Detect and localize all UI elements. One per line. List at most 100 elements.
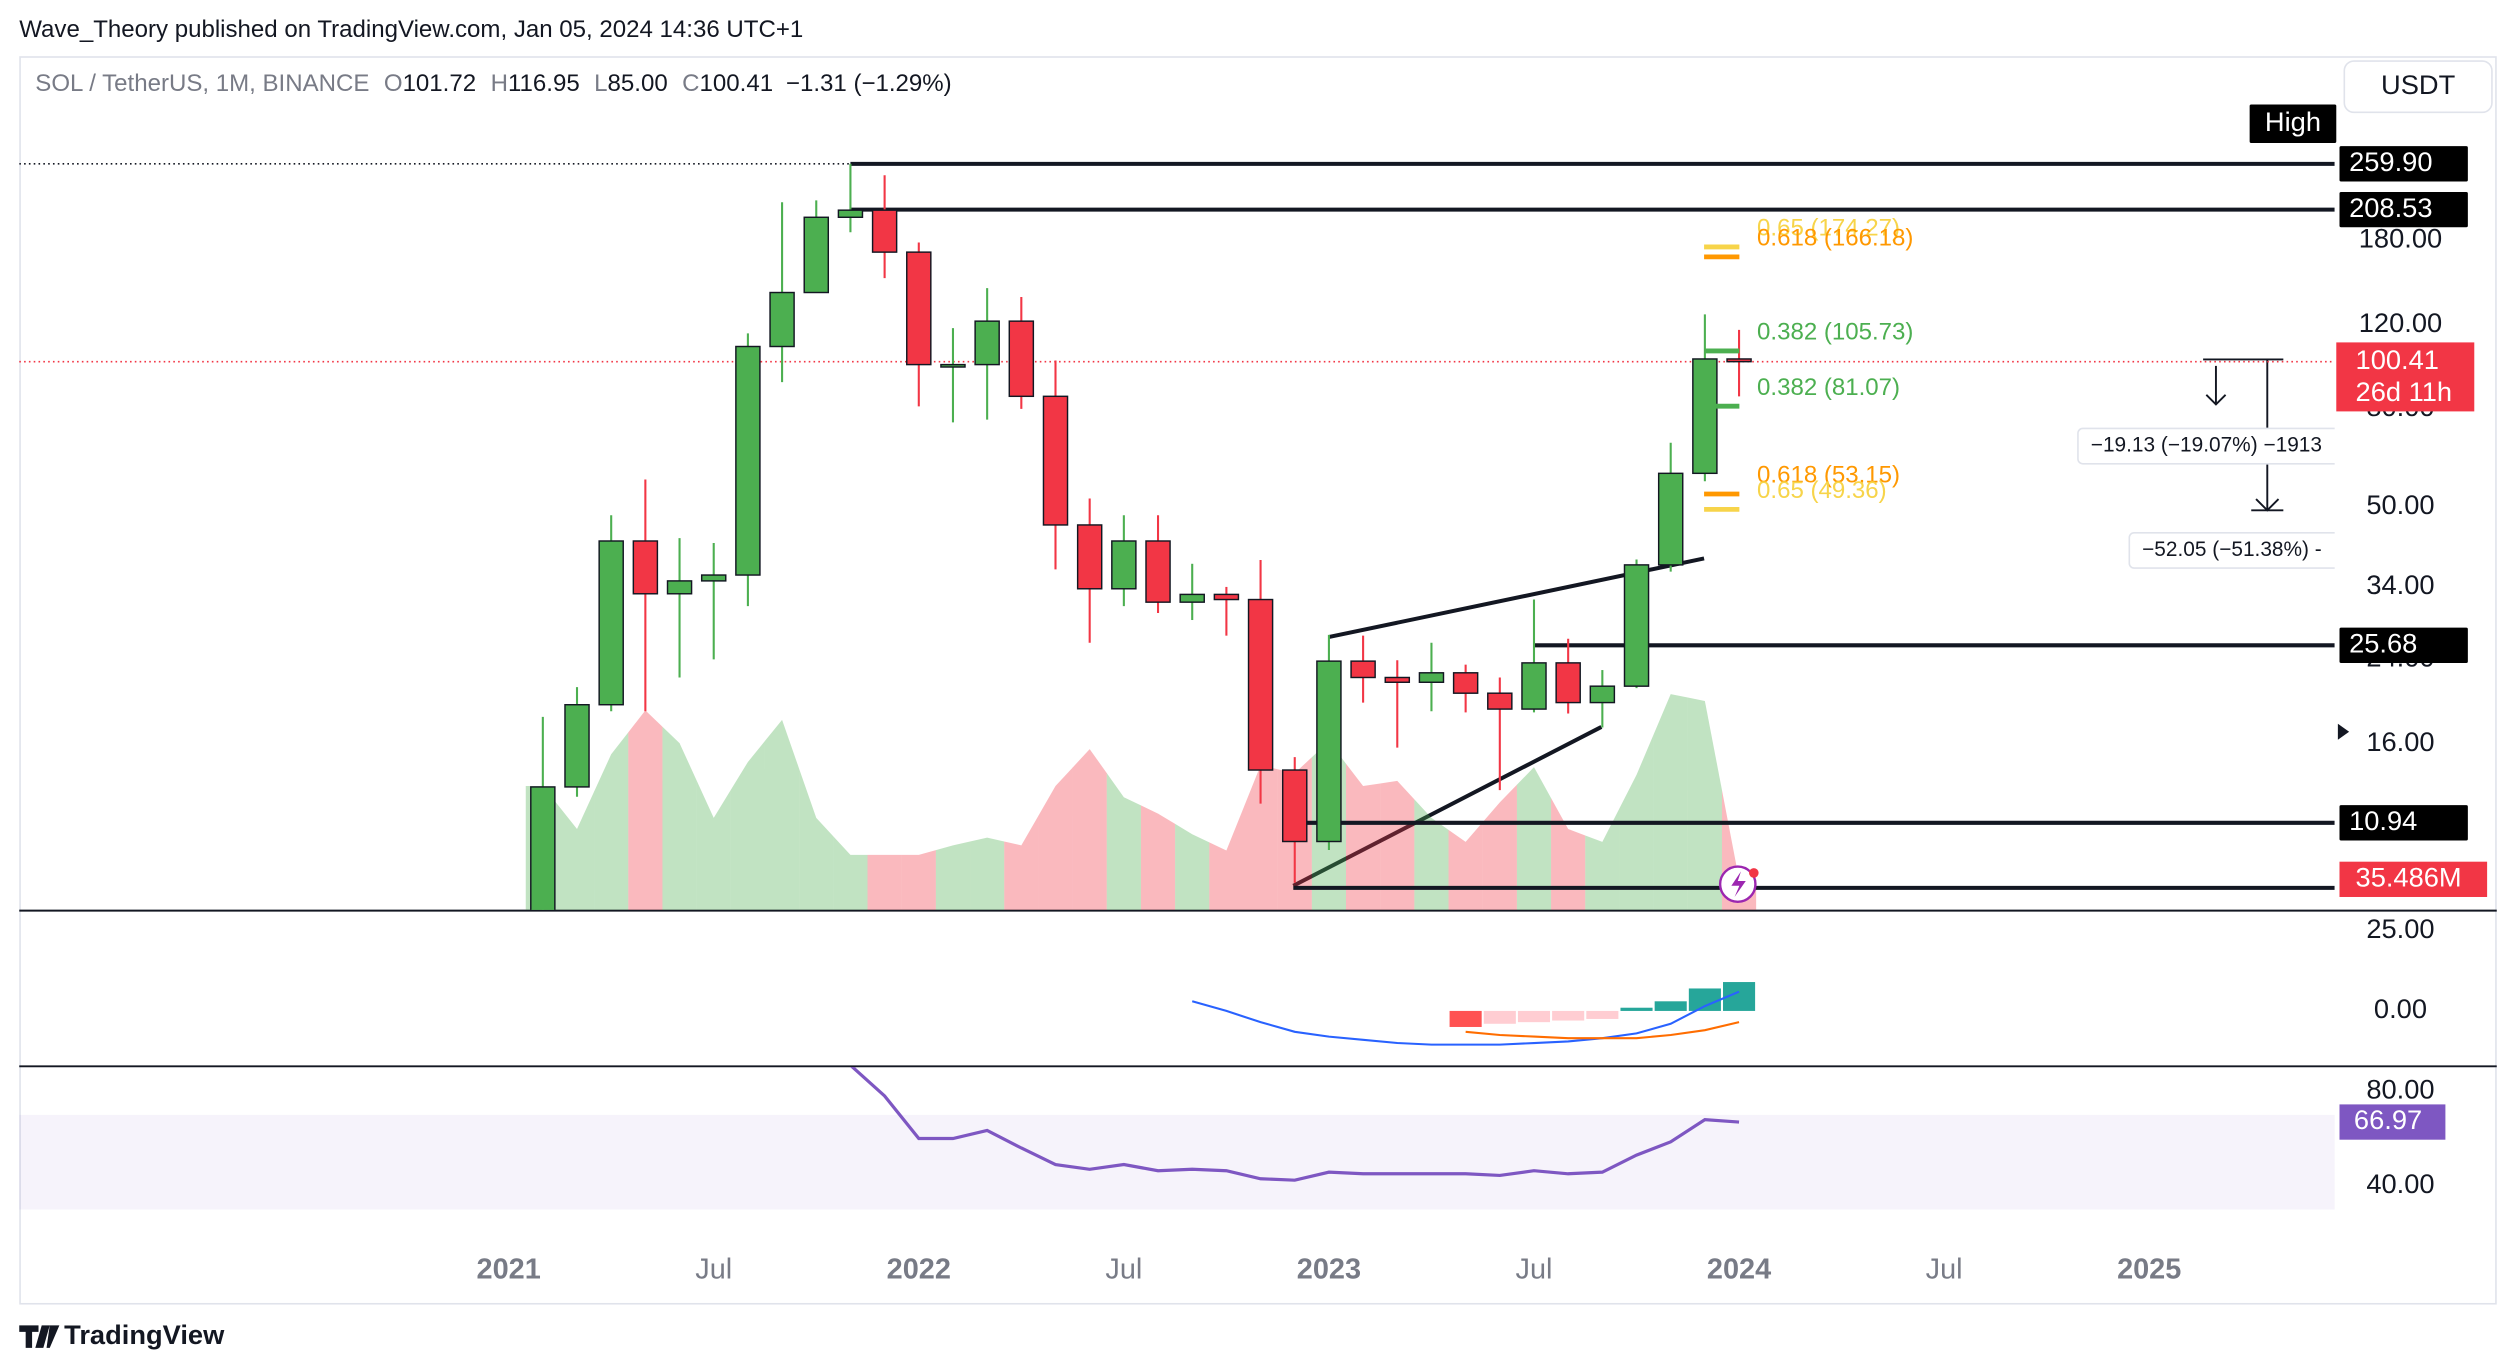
- candle-body: [1316, 660, 1342, 843]
- ohlc-value: 101.72: [403, 70, 477, 97]
- volume-area: [662, 726, 697, 910]
- fib-label: 0.618 (53.15): [1757, 462, 1900, 489]
- volume-area: [730, 740, 765, 910]
- candle-body: [1179, 593, 1205, 603]
- measure-label: −52.05 (−51.38%) -: [2142, 538, 2322, 561]
- ohlc-key: H: [491, 70, 508, 97]
- candle-body: [735, 345, 761, 576]
- candle-body: [974, 320, 1000, 366]
- macd-histogram-bar: [1517, 1010, 1551, 1023]
- trend-line: [1292, 725, 1603, 888]
- indicator-dot: [1749, 868, 1759, 878]
- volume-area: [696, 780, 731, 910]
- y-tick-label: 0.00: [2374, 993, 2427, 1024]
- candle-layer: [530, 163, 1752, 910]
- indicator-bolt: [1731, 871, 1746, 898]
- level-badge-label: 10.94: [2349, 805, 2417, 836]
- ohlc-value: 100.41: [700, 70, 774, 97]
- candle-body: [1350, 660, 1376, 679]
- x-tick-label: Jul: [1105, 1253, 1142, 1285]
- y-tick-label: 25.00: [2366, 913, 2434, 944]
- candle-body: [1145, 540, 1171, 603]
- candle-body: [769, 291, 795, 348]
- fib-label: 0.65 (49.36): [1757, 477, 1887, 504]
- candle-body: [1555, 662, 1581, 704]
- candle-body: [1657, 472, 1684, 566]
- volume-area: [628, 710, 663, 910]
- currency-label[interactable]: USDT: [2381, 69, 2456, 100]
- y-tick-label: 34.00: [2366, 569, 2434, 600]
- volume-area: [833, 836, 868, 910]
- candle-body: [837, 209, 864, 219]
- candle-body: [700, 574, 727, 582]
- candle-body: [1487, 692, 1513, 710]
- countdown-label: 26d 11h: [2356, 376, 2453, 407]
- ohlc-value: 85.00: [608, 70, 668, 97]
- x-tick-label: Jul: [1516, 1253, 1553, 1285]
- volume-area: [764, 719, 800, 910]
- volume-badge-label: 35.486M: [2356, 862, 2462, 893]
- x-tick-label: 2025: [2117, 1253, 2181, 1285]
- candle-body: [1623, 564, 1650, 687]
- rsi-band: [19, 1114, 2335, 1210]
- volume-area: [1175, 823, 1210, 910]
- last-price-badge: [2336, 342, 2475, 412]
- level-badge-label: 208.53: [2349, 192, 2432, 223]
- ohlc-value: 116.95: [508, 70, 580, 97]
- candle-body: [871, 209, 898, 253]
- fib-label: 0.382 (105.73): [1757, 319, 1913, 346]
- volume-area: [1209, 807, 1244, 910]
- volume-area: [594, 732, 629, 910]
- candle-body: [1281, 769, 1308, 843]
- currency-button[interactable]: [2343, 60, 2493, 114]
- candle-body: [1521, 662, 1547, 710]
- level-badge-bg: [2339, 146, 2468, 182]
- volume-area: [799, 768, 834, 910]
- candle-body: [598, 540, 624, 706]
- macd-histogram-bar: [1688, 988, 1721, 1011]
- candle-body: [940, 363, 966, 368]
- candle-body: [1008, 320, 1035, 398]
- candle-body: [1213, 593, 1240, 601]
- volume-area: [901, 850, 936, 910]
- macd-histogram-bar: [1552, 1010, 1585, 1021]
- fib-label: 0.382 (81.07): [1757, 374, 1900, 401]
- ohlc-key: O: [384, 70, 403, 97]
- level-badge-bg: [2339, 191, 2468, 228]
- candle-body: [1042, 395, 1069, 526]
- candle-body: [1452, 672, 1479, 694]
- brand-name: TradingView: [64, 1319, 225, 1350]
- y-tick-label: 180.00: [2359, 222, 2442, 253]
- volume-area: [1653, 694, 1688, 910]
- volume-area: [935, 841, 971, 910]
- scroll-marker[interactable]: [2337, 723, 2350, 740]
- y-tick-label: 120.00: [2359, 307, 2442, 338]
- candle-body: [803, 216, 830, 294]
- macd-histogram-bar: [1483, 1010, 1516, 1024]
- volume-area: [1516, 767, 1552, 910]
- candle-body: [564, 704, 590, 788]
- candle-body: [1692, 358, 1718, 475]
- volume-area: [1687, 697, 1722, 910]
- x-tick-label: 2024: [1707, 1253, 1771, 1285]
- candle-body: [1384, 676, 1411, 683]
- volume-area: [1038, 767, 1073, 910]
- candle-body: [1589, 685, 1616, 704]
- volume-area: [1585, 808, 1620, 910]
- candle-body: [632, 540, 659, 595]
- macd-layer: [1191, 982, 1756, 1046]
- candle-body: [1111, 540, 1137, 590]
- level-layer: [19, 161, 2335, 890]
- signal-line: [1465, 1021, 1740, 1040]
- price-change: −1.31 (−1.29%): [786, 70, 952, 97]
- macd-histogram-bar: [1586, 1010, 1619, 1019]
- volume-area: [1004, 815, 1039, 910]
- macd-histogram-bar: [1654, 1001, 1687, 1011]
- rsi-badge: [2339, 1104, 2446, 1140]
- x-tick-label: 2022: [887, 1253, 951, 1285]
- volume-area: [1414, 799, 1449, 910]
- volume-badge: [2339, 861, 2488, 897]
- last-price-label: 100.41: [2356, 344, 2439, 375]
- y-tick-label: 16.00: [2366, 726, 2434, 757]
